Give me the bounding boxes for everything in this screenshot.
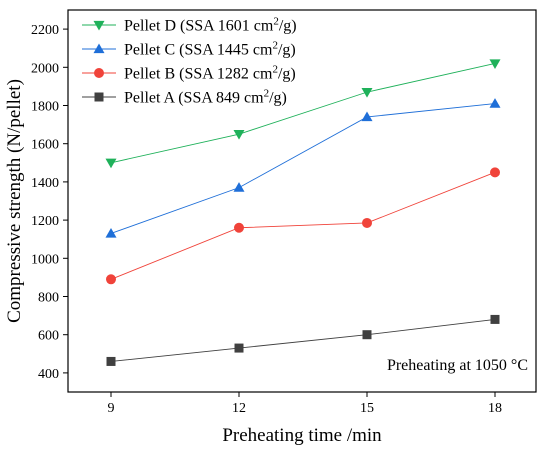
data-point-pellet-d <box>489 59 501 69</box>
series-line-pellet-d <box>110 63 496 164</box>
y-tick-label: 600 <box>38 329 59 344</box>
legend-entry-pellet-c: Pellet C (SSA 1445 cm2/g) <box>82 40 296 59</box>
y-tick-label: 800 <box>38 291 59 306</box>
data-point-pellet-b <box>490 167 500 178</box>
legend-label-main: Pellet C (SSA 1445 cm <box>124 42 273 59</box>
x-tick-label: 12 <box>232 401 246 416</box>
y-tick-label: 1400 <box>31 176 59 191</box>
legend-label-pellet-a: Pellet A (SSA 849 cm2/g) <box>124 88 287 107</box>
legend-label-superscript: 2 <box>272 40 278 52</box>
series-line-pellet-b <box>110 171 496 280</box>
data-point-pellet-b <box>362 217 372 228</box>
legend-label-superscript: 2 <box>273 16 279 28</box>
data-point-pellet-d <box>361 88 373 98</box>
plot-frame <box>67 9 537 393</box>
data-point-pellet-d <box>233 130 245 140</box>
y-tick-label: 1000 <box>31 252 59 267</box>
legend-label-pellet-b: Pellet B (SSA 1282 cm2/g) <box>124 64 296 83</box>
legend-marker-pellet-d <box>93 20 105 31</box>
series-line-pellet-c <box>110 103 496 234</box>
data-point-pellet-d <box>105 158 117 169</box>
data-point-pellet-a <box>106 356 116 366</box>
legend-label-pellet-c: Pellet C (SSA 1445 cm2/g) <box>124 40 296 59</box>
series-pellet-b <box>106 167 500 285</box>
legend-label-end: /g) <box>269 90 287 107</box>
legend-label-end: /g) <box>278 66 296 83</box>
y-tick-label: 2200 <box>31 23 59 38</box>
legend-label-superscript: 2 <box>272 64 278 76</box>
x-tick-label: 15 <box>360 401 374 416</box>
y-axis-title: Compressive strength (N/pellet) <box>4 79 25 323</box>
data-point-pellet-c <box>105 227 117 238</box>
series-pellet-d <box>105 59 501 169</box>
series-line-pellet-a <box>110 318 496 362</box>
data-point-pellet-b <box>234 222 244 233</box>
series-pellet-c <box>105 98 501 238</box>
legend-entry-pellet-d: Pellet D (SSA 1601 cm2/g) <box>82 16 297 35</box>
legend-marker-pellet-b <box>94 68 104 78</box>
series-pellet-a <box>106 314 500 366</box>
y-tick-label: 1200 <box>31 214 59 229</box>
y-tick-label: 2000 <box>31 61 59 76</box>
legend-marker-pellet-a <box>94 92 104 102</box>
x-tick-label: 9 <box>108 401 115 416</box>
legend-label-superscript: 2 <box>264 88 270 100</box>
legend-label-end: /g) <box>278 42 296 59</box>
legend-entry-pellet-a: Pellet A (SSA 849 cm2/g) <box>82 88 287 107</box>
legend-marker-pellet-c <box>93 43 105 54</box>
legend-entry-pellet-b: Pellet B (SSA 1282 cm2/g) <box>82 64 296 83</box>
legend: Pellet D (SSA 1601 cm2/g)Pellet C (SSA 1… <box>82 16 297 107</box>
legend-label-main: Pellet D (SSA 1601 cm <box>124 18 274 35</box>
data-point-pellet-c <box>233 182 245 192</box>
x-axis-title: Preheating time /min <box>222 425 382 446</box>
series-layer <box>105 59 501 366</box>
data-point-pellet-a <box>234 343 244 353</box>
legend-label-main: Pellet B (SSA 1282 cm <box>124 66 273 83</box>
y-tick-label: 1800 <box>31 100 59 115</box>
legend-label-main: Pellet A (SSA 849 cm <box>124 90 264 107</box>
legend-label-pellet-d: Pellet D (SSA 1601 cm2/g) <box>124 16 297 35</box>
x-tick-label: 18 <box>488 401 502 416</box>
legend-label-end: /g) <box>279 18 297 35</box>
data-point-pellet-c <box>489 98 501 108</box>
axes: 400 600 800 1000 1200 1400 1600 1800 2000 2200 9 12… <box>31 23 502 416</box>
y-tick-label: 1600 <box>31 138 59 153</box>
data-point-pellet-b <box>106 274 116 285</box>
data-point-pellet-a <box>362 330 372 340</box>
data-point-pellet-a <box>490 314 500 324</box>
annotation-preheating: Preheating at 1050 °C <box>387 357 528 374</box>
y-tick-label: 400 <box>38 367 59 382</box>
data-point-pellet-c <box>361 111 373 122</box>
